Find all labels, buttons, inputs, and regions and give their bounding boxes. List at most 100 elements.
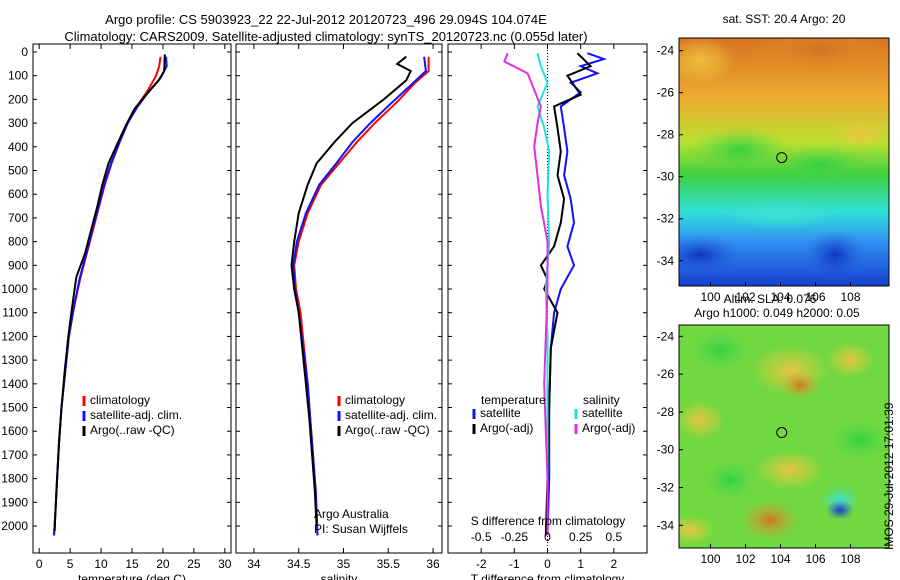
salinity-frame: [235, 43, 443, 554]
y-tick-label: 200: [8, 92, 28, 106]
map-y-tick-label: -26: [657, 86, 675, 100]
map-y-tick-label: -26: [657, 367, 675, 381]
x-tick-label: 25: [187, 557, 201, 571]
legend-label: Argo(..raw -QC): [345, 423, 430, 437]
map_sla-panel: 100 102 104 106 108 -24 -26 -28 -30 -32 -34 Altim. …: [657, 292, 890, 566]
x-tick-label: 35.5: [377, 557, 401, 571]
x-tick-label: 36: [426, 557, 440, 571]
map_sst-panel: 100 102 104 106 108 -24 -26 -28 -30 -32 -34 sat. SS…: [657, 12, 890, 304]
y-tick-label: 1200: [1, 329, 28, 343]
legend-label: satellite-adj. clim.: [345, 408, 437, 422]
map-x-tick-label: 108: [840, 290, 860, 304]
legend-label: Argo(-adj): [582, 421, 635, 435]
legend-label: satellite-adj. clim.: [90, 408, 182, 422]
x-tick-label-top: -0.25: [501, 530, 529, 544]
sst-map-image: [679, 38, 889, 286]
legend-title-salinity: salinity: [583, 393, 620, 407]
x-tick-label: 20: [156, 557, 170, 571]
series-line-salinity-argo-adj-: [503, 52, 549, 536]
x-tick-label: 0: [36, 557, 43, 571]
map-y-tick-label: -32: [657, 212, 675, 226]
x-tick-label-top: 0: [544, 530, 551, 544]
series-line-argo-raw-qc-: [53, 54, 166, 531]
y-tick-label: 1500: [1, 401, 28, 415]
y-tick-label: 900: [8, 258, 28, 272]
x-tick-label: 30: [218, 557, 232, 571]
map-y-tick-label: -32: [657, 481, 675, 495]
x-tick-label-top: 0.25: [569, 530, 593, 544]
map-title: sat. SST: 20.4 Argo: 20: [723, 12, 846, 26]
x-axis-label: T difference from climatology: [471, 572, 625, 580]
map-x-tick-label: 102: [735, 290, 755, 304]
map-x-tick-label: 108: [840, 552, 860, 566]
map-x-tick-label: 104: [770, 290, 790, 304]
y-tick-label: 100: [8, 69, 28, 83]
series-line-temperature-satellite: [546, 52, 608, 536]
series-line-argo-raw-qc-: [290, 55, 413, 527]
map-x-tick-label: 100: [700, 290, 720, 304]
y-tick-label: 1800: [1, 472, 28, 486]
x-tick-label: -2: [476, 557, 487, 571]
salinity-panel: 34 34.5 35 35.5 36 salinity climatologysatelli…: [235, 43, 443, 580]
y-tick-label: 1700: [1, 448, 28, 462]
legend-label: satellite: [480, 406, 521, 420]
figure-title-line1: Argo profile: CS 5903923_22 22-Jul-2012 …: [105, 12, 547, 27]
map-x-tick-label: 102: [735, 552, 755, 566]
map-x-tick-label: 106: [805, 552, 825, 566]
y-tick-label: 600: [8, 187, 28, 201]
annotation-line: PI: Susan Wijffels: [314, 522, 408, 536]
timestamp-stamp: IMOS 29-Jul-2012 17:01:39: [882, 402, 896, 550]
y-tick-label: 1900: [1, 495, 28, 509]
y-tick-label: 2000: [1, 519, 28, 533]
temperature-frame: [32, 43, 232, 554]
y-tick-label: 1600: [1, 424, 28, 438]
y-tick-label: 400: [8, 140, 28, 154]
map-y-tick-label: -30: [657, 170, 675, 184]
x-tick-label: 10: [94, 557, 108, 571]
y-tick-label: 1400: [1, 377, 28, 391]
x-tick-label: 34: [247, 557, 261, 571]
x-tick-label-top: 0.5: [605, 530, 622, 544]
legend-label: satellite: [582, 406, 623, 420]
legend-label: climatology: [90, 393, 150, 407]
y-tick-label: 700: [8, 211, 28, 225]
annotation-line: Argo Australia: [314, 507, 389, 521]
map-title-line1: Altim. SLA: 0.076: [724, 292, 817, 306]
y-tick-label: 1000: [1, 282, 28, 296]
sla-map-image: [679, 325, 889, 548]
x-tick-label: 2: [610, 557, 617, 571]
x-tick-label: -1: [509, 557, 520, 571]
x-tick-label: 35: [337, 557, 351, 571]
y-tick-label: 1100: [2, 306, 28, 320]
y-tick-label: 1300: [1, 353, 28, 367]
map-y-tick-label: -24: [657, 44, 675, 58]
series-line-temperature-argo-adj-: [539, 52, 593, 536]
series-line-satellite-adj-clim-: [53, 56, 168, 536]
x-tick-label: 34.5: [287, 557, 311, 571]
x-axis-label: temperature (deg C): [78, 572, 186, 580]
map-x-tick-label: 100: [700, 552, 720, 566]
figure-title-line2: Climatology: CARS2009. Satellite-adjuste…: [64, 29, 588, 44]
map_sst-frame: [678, 37, 890, 287]
map_sla-frame: [678, 324, 890, 549]
y-tick-label: 800: [8, 235, 28, 249]
y-tick-label: 300: [8, 116, 28, 130]
x-tick-label: 15: [125, 557, 139, 571]
map-y-tick-label: -28: [657, 405, 675, 419]
map-y-tick-label: -34: [657, 518, 675, 532]
temperature-panel: 0 5 10 15 20 25 300100200300400500600700800900…: [1, 43, 232, 580]
map-y-tick-label: -28: [657, 128, 675, 142]
legend-label: Argo(-adj): [480, 421, 533, 435]
x-tick-label: 0: [544, 557, 551, 571]
map-y-tick-label: -34: [657, 254, 675, 268]
map-title-line2: Argo h1000: 0.049 h2000: 0.05: [694, 306, 860, 320]
x-tick-label-top: -0.5: [471, 530, 492, 544]
legend-title-temperature: temperature: [481, 393, 546, 407]
legend-label: Argo(..raw -QC): [90, 423, 175, 437]
x-tick-label: 5: [67, 557, 74, 571]
y-tick-label: 500: [8, 164, 28, 178]
x-axis-label: salinity: [321, 572, 358, 580]
difference-panel: -2 -1 0 1 2T difference from climatology temp…: [447, 43, 648, 580]
legend-label: climatology: [345, 393, 405, 407]
